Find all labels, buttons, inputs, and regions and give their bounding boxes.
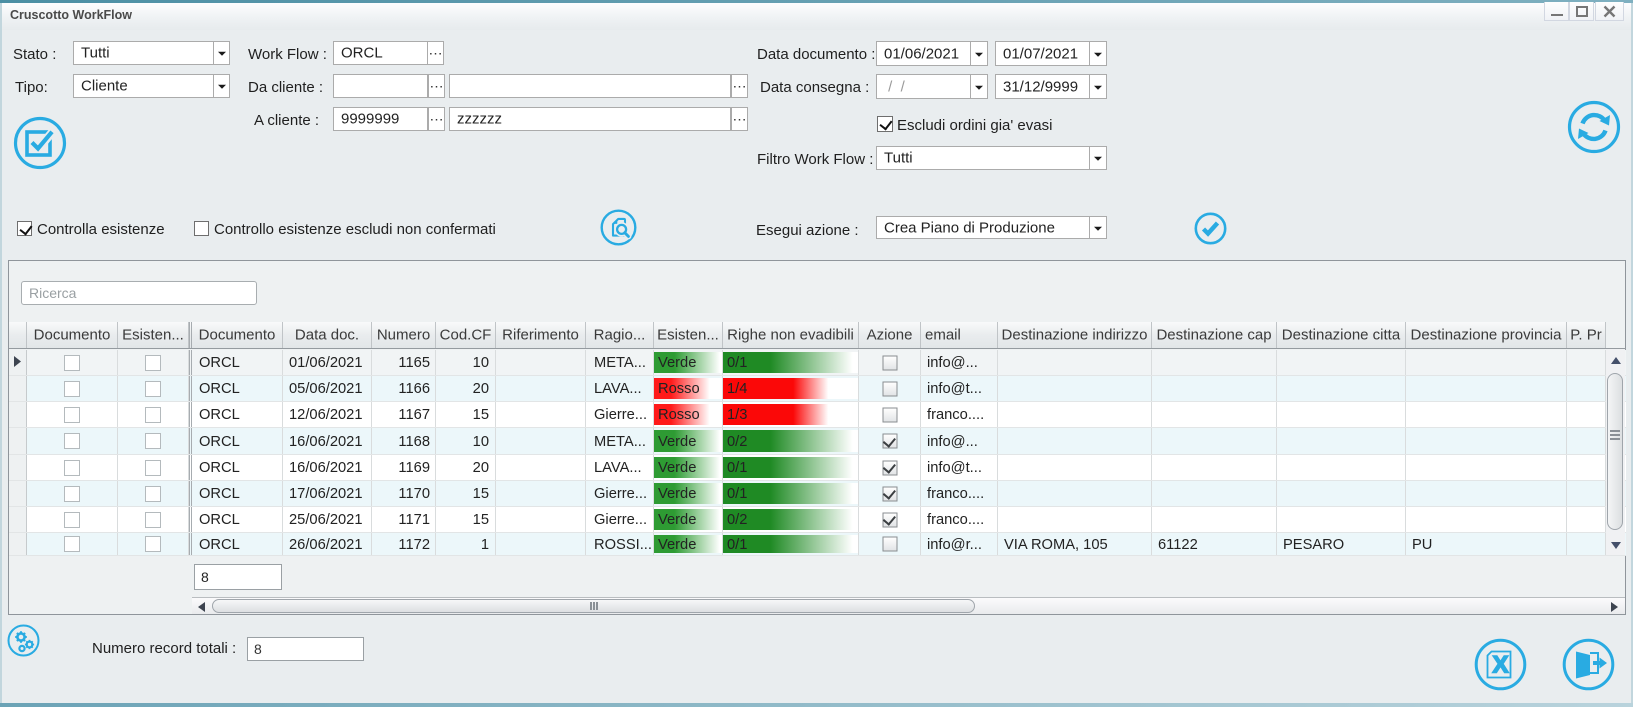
svg-text:X: X [1492, 652, 1508, 679]
